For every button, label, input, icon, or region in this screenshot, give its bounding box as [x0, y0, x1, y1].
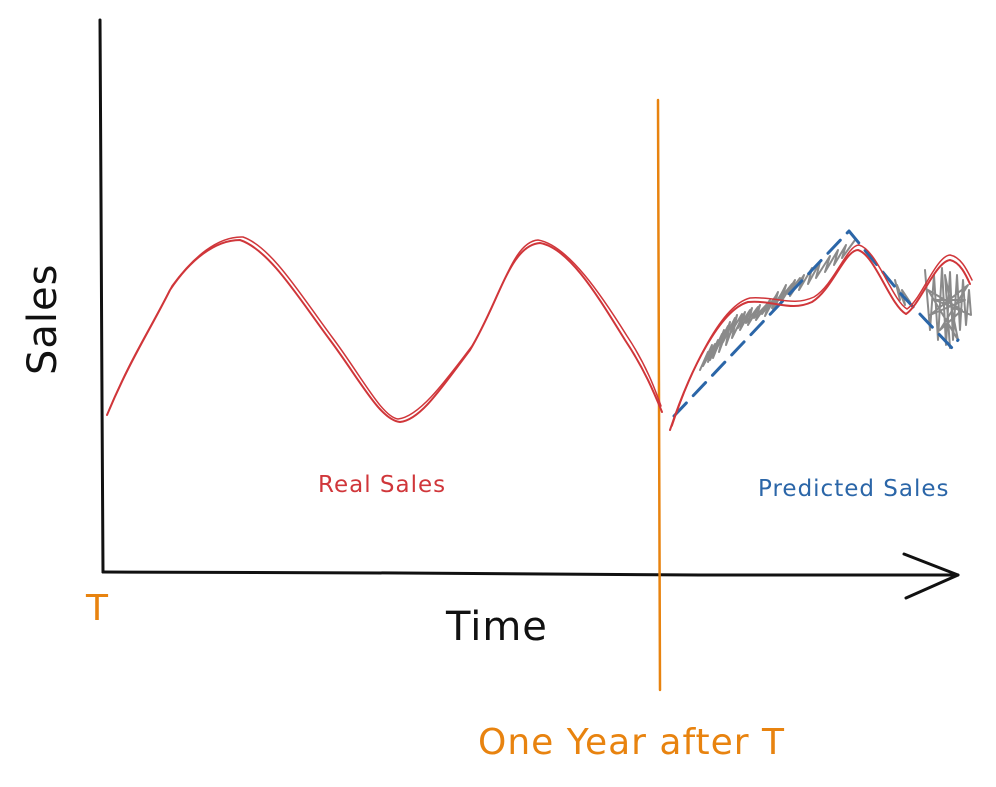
x-axis	[101, 570, 960, 577]
real-sales-curve	[106, 236, 663, 423]
one-year-marker-line	[656, 98, 662, 692]
one-year-marker-label: One Year after T	[478, 722, 785, 763]
y-axis-label: Sales	[20, 264, 66, 375]
predicted-sales-label: Predicted Sales	[758, 476, 950, 502]
origin-label: T	[85, 588, 109, 629]
x-axis-label: Time	[445, 604, 548, 650]
y-axis	[98, 18, 105, 574]
x-axis-arrowhead	[902, 552, 960, 600]
real-sales-label: Real Sales	[318, 472, 446, 498]
predicted-sales-curve	[672, 229, 960, 418]
real-sales-continuation	[669, 244, 973, 431]
